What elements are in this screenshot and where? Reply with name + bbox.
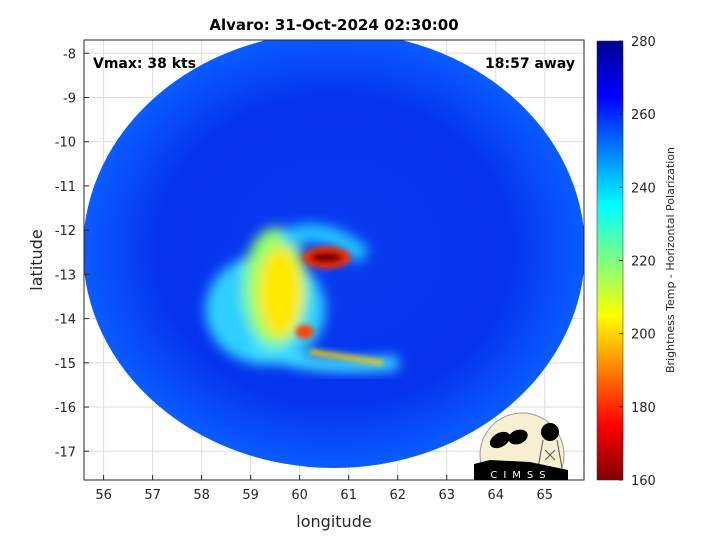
cloud-feature: [247, 338, 399, 373]
y-tick-label: -13: [55, 268, 76, 283]
y-tick-label: -9: [63, 91, 76, 106]
colorbar-tick-label: 260: [631, 108, 656, 123]
x-tick-label: 56: [95, 488, 112, 503]
axes: 56 57 58 59 60 61 62 63 64 65 -8 -9 -10 -11 -12 -13 -14 -…: [55, 39, 585, 503]
x-tick-label: 65: [537, 488, 554, 503]
x-tick-label: 58: [193, 488, 210, 503]
x-tick-label: 61: [340, 488, 357, 503]
colorbar-tick-label: 280: [631, 35, 656, 50]
away-label: 18:57 away: [485, 56, 575, 72]
y-tick-label: -10: [55, 136, 76, 151]
image-layer: [84, 40, 584, 468]
x-tick-label: 59: [242, 488, 259, 503]
colorbar-tick-label: 180: [631, 401, 656, 416]
plot-frame: [83, 39, 585, 481]
x-tick-label: 62: [389, 488, 406, 503]
colorbar-tick-label: 160: [631, 474, 656, 489]
cimss-logo: CIMSS: [474, 412, 568, 481]
colorbar-label: Brightness Temp - Horizontal Polarizatio…: [664, 147, 677, 373]
colorbar: 160 180 200 220 240 260 280: [596, 35, 656, 489]
x-axis-label: longitude: [296, 512, 371, 531]
y-tick-label: -12: [55, 224, 76, 239]
logo-text: CIMSS: [490, 470, 551, 481]
colorbar-tick-label: 200: [631, 328, 656, 343]
cold-cloud-feature: [295, 324, 314, 339]
colorbar-gradient: [596, 40, 624, 481]
y-tick-label: -11: [55, 180, 76, 195]
y-tick-label: -14: [55, 313, 76, 328]
x-tick-label: 63: [438, 488, 455, 503]
y-tick-label: -16: [55, 401, 76, 416]
colorbar-tick-label: 220: [631, 255, 656, 270]
cold-cloud-feature: [309, 251, 344, 264]
colorbar-tick-label: 240: [631, 181, 656, 196]
x-tick-label: 57: [144, 488, 161, 503]
cloud-feature: [258, 247, 303, 338]
y-tick-label: -17: [55, 445, 76, 460]
cold-cloud-feature: [309, 349, 384, 366]
vmax-label: Vmax: 38 kts: [93, 56, 196, 72]
y-tick-label: -15: [55, 357, 76, 372]
y-axis-label: latitude: [27, 229, 46, 290]
x-tick-label: 60: [291, 488, 308, 503]
cloud-feature: [281, 224, 370, 264]
chart-title: Alvaro: 31-Oct-2024 02:30:00: [209, 16, 458, 34]
y-tick-label: -8: [63, 47, 76, 62]
x-tick-label: 64: [487, 488, 504, 503]
